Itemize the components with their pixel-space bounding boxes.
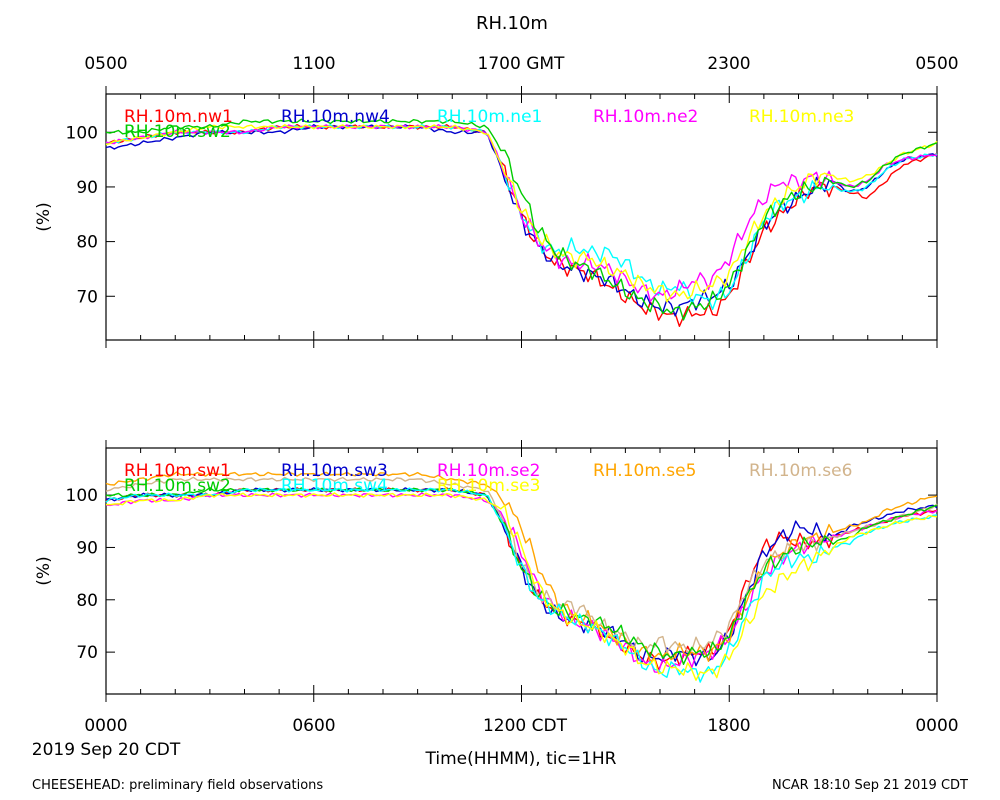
series-top [105, 118, 938, 327]
bottom-axis-label: 0000 [915, 716, 958, 736]
y-tick-label: 100 [66, 123, 98, 143]
legend-se2: RH.10m.se2 [437, 461, 540, 481]
bottom-axis-label: 0000 [84, 716, 127, 736]
y-tick-label: 80 [76, 591, 98, 611]
y-axis-label-top: (%) [34, 202, 54, 231]
series-line-rh-10m-se6 [105, 476, 938, 654]
bottom-axis-label: 1800 [707, 716, 750, 736]
series-line-rh-10m-ne3 [105, 124, 938, 303]
legend-ne3: RH.10m.ne3 [749, 107, 854, 127]
y-axis-label-bottom: (%) [34, 556, 54, 585]
legend-nw4: RH.10m.nw4 [281, 107, 390, 127]
top-axis-label: 0500 [84, 54, 127, 74]
chart-title: RH.10m [476, 13, 548, 34]
legend-sw2: RH.10m.sw2 [124, 122, 231, 142]
legend-sw1: RH.10m.sw1 [124, 461, 231, 481]
top-axis-labels: 0500 1100 1700 GMT 2300 0500 [84, 54, 958, 74]
top-axis-label: 2300 [707, 54, 750, 74]
series-line-rh-10m-sw2 [105, 487, 938, 665]
legend-ne2: RH.10m.ne2 [593, 107, 698, 127]
legend-se3: RH.10m.se3 [437, 476, 540, 496]
series-line-rh-10m-sw2 [105, 118, 938, 321]
legend-ne1: RH.10m.ne1 [437, 107, 542, 127]
y-tick-label: 80 [76, 233, 98, 253]
legend-se5: RH.10m.se5 [593, 461, 696, 481]
y-tick-label: 70 [76, 287, 98, 307]
series-line-rh-10m-nw1 [105, 123, 938, 327]
series-line-rh-10m-se5 [105, 471, 938, 663]
legend-top: RH.10m.nw1 RH.10m.nw4 RH.10m.ne1 RH.10m.… [124, 107, 854, 142]
y-tick-label: 90 [76, 538, 98, 558]
x-axis-label: Time(HHMM), tic=1HR [425, 749, 617, 769]
series-line-rh-10m-ne2 [105, 123, 938, 303]
bottom-axis-label: 0600 [292, 716, 335, 736]
bottom-axis-labels: 0000 0600 1200 CDT 1800 0000 [84, 716, 958, 736]
top-axis-label: 1100 [292, 54, 335, 74]
bottom-axis-label: 1200 CDT [483, 716, 568, 736]
legend-sw2b: RH.10m.sw2 [124, 476, 231, 496]
y-tick-label: 100 [66, 486, 98, 506]
panel-top: (%) 70 80 90 100 RH.10m.nw1 RH.10m.nw4 RH.1… [34, 86, 938, 348]
series-bottom [105, 471, 938, 683]
series-line-rh-10m-se2 [105, 492, 938, 673]
legend-se6: RH.10m.se6 [749, 461, 852, 481]
top-axis-label: 1700 GMT [478, 54, 566, 74]
footer-right: NCAR 18:10 Sep 21 2019 CDT [772, 778, 968, 793]
y-tick-label: 70 [76, 643, 98, 663]
y-tick-label: 90 [76, 178, 98, 198]
legend-nw1: RH.10m.nw1 [124, 107, 233, 127]
series-line-rh-10m-sw1 [105, 487, 938, 671]
panel-bottom: (%) 70 80 90 100 RH.10m.sw1 RH.10m.sw3 RH.1… [34, 440, 938, 702]
footer-left: CHEESEHEAD: preliminary field observatio… [32, 778, 323, 793]
date-label: 2019 Sep 20 CDT [32, 740, 181, 760]
ticks-bottom: 70 80 90 100 [66, 440, 938, 702]
series-line-rh-10m-sw4 [105, 487, 938, 683]
series-line-rh-10m-nw4 [105, 123, 938, 317]
series-line-rh-10m-se3 [105, 492, 938, 681]
legend-sw3: RH.10m.sw3 [281, 461, 388, 481]
legend-bottom: RH.10m.sw1 RH.10m.sw3 RH.10m.se2 RH.10m.… [124, 461, 852, 496]
series-line-rh-10m-sw3 [105, 487, 938, 667]
legend-sw4: RH.10m.sw4 [281, 476, 388, 496]
top-axis-label: 0500 [915, 54, 958, 74]
